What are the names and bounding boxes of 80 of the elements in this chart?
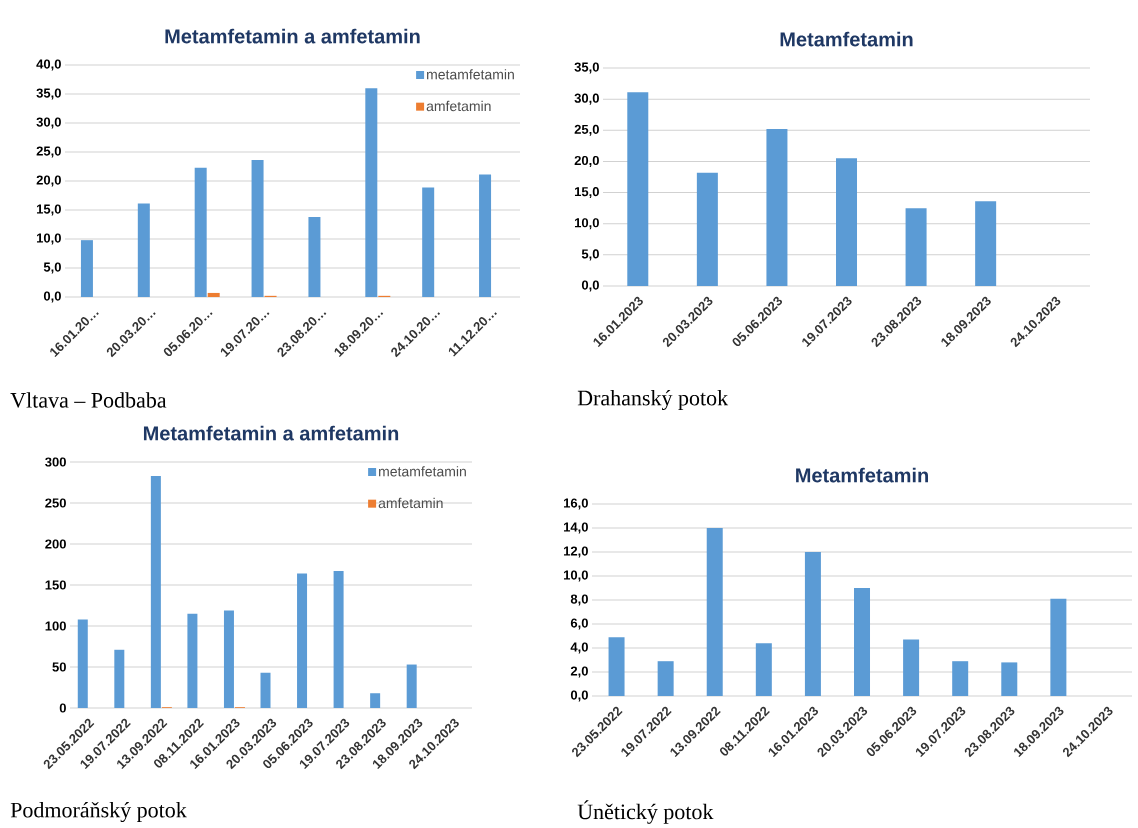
legend-label: metamfetamin <box>379 466 466 477</box>
bar <box>836 158 858 286</box>
bar <box>696 172 718 286</box>
bar <box>608 637 625 696</box>
bar <box>975 201 997 286</box>
chart-title: Metamfetamin <box>780 31 913 47</box>
y-tick-label: 300 <box>45 457 66 467</box>
y-tick-label: 10,0 <box>574 218 599 230</box>
bar <box>854 588 871 696</box>
y-tick-label: 0,0 <box>581 280 599 292</box>
bar <box>333 571 344 708</box>
y-tick-label: 10,0 <box>563 570 588 582</box>
text: Drahanský potok <box>577 389 729 411</box>
y-tick-label: 40,0 <box>36 59 61 71</box>
y-tick-label: 12,0 <box>563 546 588 558</box>
y-tick-label: 0 <box>59 703 66 713</box>
bar <box>80 240 93 297</box>
y-tick-label: 0,0 <box>43 291 61 303</box>
bar <box>77 619 88 708</box>
text: Únětický potok <box>577 800 714 824</box>
chart-title: Metamfetamin <box>796 467 928 483</box>
y-tick-label: 150 <box>45 580 66 590</box>
y-tick-label: 100 <box>45 621 66 631</box>
y-tick-label: 25,0 <box>574 124 599 136</box>
y-tick-label: 15,0 <box>574 187 599 199</box>
y-tick-label: 5,0 <box>43 262 61 274</box>
chart-title: Metamfetamin a amfetamin <box>143 425 399 441</box>
y-tick-label: 2,0 <box>570 666 588 678</box>
legend-label: amfetamin <box>378 497 443 509</box>
bar <box>766 129 788 286</box>
y-tick-label: 30,0 <box>36 117 61 129</box>
bar <box>207 292 220 297</box>
text: Podmoráňský potok <box>10 801 187 823</box>
text: Vltava – Podbaba <box>10 392 167 408</box>
bar <box>1001 662 1018 696</box>
bar <box>297 573 308 708</box>
y-tick-label: 50 <box>52 662 66 672</box>
bar <box>422 187 435 297</box>
bar <box>114 649 125 708</box>
y-tick-label: 8,0 <box>570 594 588 606</box>
y-tick-label: 5,0 <box>581 249 599 261</box>
y-tick-label: 6,0 <box>570 618 588 630</box>
y-tick-label: 200 <box>45 539 66 549</box>
bar <box>627 92 649 286</box>
bar <box>903 639 920 696</box>
bar <box>251 160 264 297</box>
bar <box>260 672 271 708</box>
y-tick-label: 35,0 <box>574 62 599 74</box>
bar <box>657 661 674 696</box>
y-tick-label: 16,0 <box>563 498 588 510</box>
chart-title: Metamfetamin a amfetamin <box>165 28 420 44</box>
bar <box>952 661 969 696</box>
y-tick-label: 14,0 <box>563 522 588 534</box>
bar <box>706 528 723 696</box>
y-tick-label: 250 <box>45 498 66 508</box>
y-tick-label: 4,0 <box>570 642 588 654</box>
bar <box>150 475 161 708</box>
bar <box>479 174 492 297</box>
y-tick-label: 35,0 <box>36 88 61 100</box>
legend-label: metamfetamin <box>427 69 514 80</box>
y-tick-label: 10,0 <box>36 233 61 245</box>
bar <box>365 88 378 297</box>
y-tick-label: 30,0 <box>574 93 599 105</box>
y-tick-label: 20,0 <box>574 155 599 167</box>
bar <box>187 613 198 708</box>
bar <box>1050 598 1067 696</box>
bar <box>905 208 927 286</box>
bar <box>804 552 821 696</box>
y-tick-label: 20,0 <box>36 175 61 187</box>
y-tick-label: 25,0 <box>36 146 61 158</box>
bar <box>308 216 321 297</box>
y-tick-label: 15,0 <box>36 204 61 216</box>
bar <box>223 610 234 708</box>
bar <box>406 664 417 708</box>
legend-label: amfetamin <box>426 100 491 112</box>
bar <box>755 643 772 696</box>
bar <box>370 693 381 708</box>
bar <box>194 167 207 297</box>
y-tick-label: 0,0 <box>570 690 588 702</box>
bar <box>137 203 150 297</box>
